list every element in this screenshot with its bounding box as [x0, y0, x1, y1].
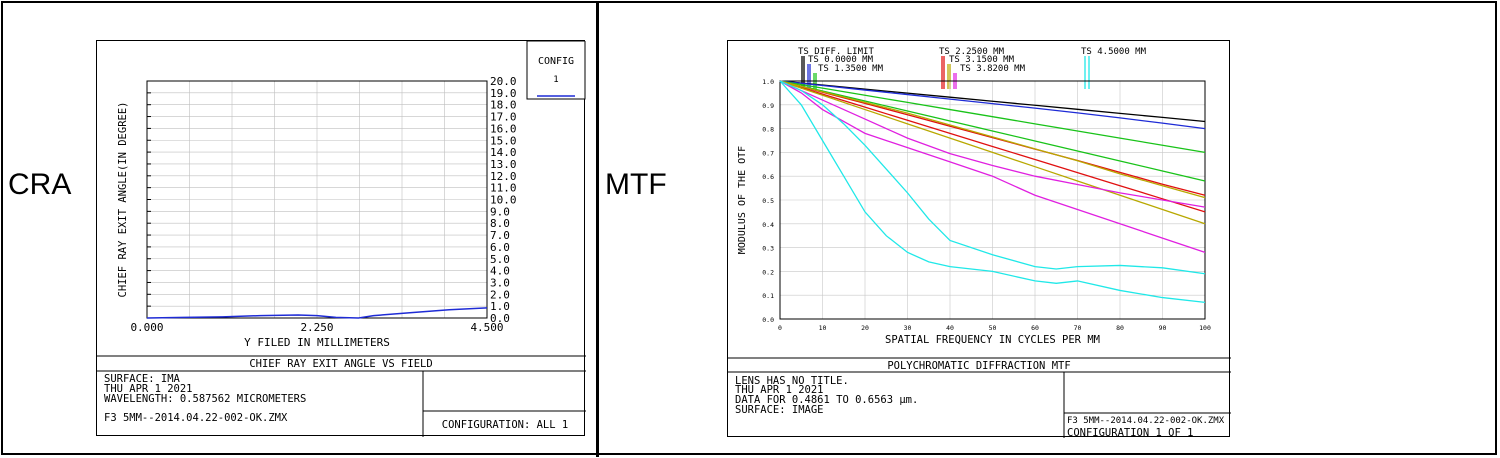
mtf-footer-file: F3 5MM--2014.04.22-002-OK.ZMX — [1067, 416, 1225, 426]
cra-footer-configuration: CONFIGURATION: ALL 1 — [442, 419, 568, 431]
cra-x-tick-label: 0.000 — [130, 321, 163, 334]
cra-y-tick-label: 16.0 — [490, 122, 517, 135]
cra-y-tick-label: 12.0 — [490, 170, 517, 183]
mtf-plot-frame — [779, 80, 1206, 320]
mtf-footer-line-1: LENS HAS NO TITLE. — [735, 375, 849, 387]
mtf-x-tick-label: 100 — [1199, 324, 1211, 332]
cra-chart: CONFIG 1 0.01.02.03.04.05.06.07.08.09.01… — [97, 40, 586, 437]
mtf-x-tick-label: 10 — [819, 324, 827, 332]
mtf-heading: MTF — [605, 168, 667, 201]
cra-footer-title: CHIEF RAY EXIT ANGLE VS FIELD — [249, 358, 432, 370]
mtf-x-axis-title: SPATIAL FREQUENCY IN CYCLES PER MM — [885, 334, 1100, 346]
mtf-series-line — [779, 80, 1206, 213]
cra-series-line — [146, 307, 488, 319]
mtf-y-tick-label: 1.0 — [762, 78, 774, 86]
mtf-footer-line-4: SURFACE: IMAGE — [735, 404, 824, 416]
mtf-footer-line-3: DATA FOR 0.4861 TO 0.6563 µm. — [735, 394, 918, 406]
config-number: 1 — [553, 75, 558, 85]
mtf-y-tick-label: 0.0 — [762, 316, 774, 324]
cra-y-tick-label: 14.0 — [490, 146, 517, 159]
cra-y-tick-label: 11.0 — [490, 182, 517, 195]
mtf-x-tick-label: 70 — [1074, 324, 1082, 332]
mtf-legend-label: TS 3.1500 MM — [949, 55, 1015, 65]
mtf-y-tick-label: 0.3 — [762, 245, 774, 253]
cra-x-axis-title: Y FILED IN MILLIMETERS — [244, 336, 390, 349]
cra-y-tick-label: 10.0 — [490, 194, 517, 207]
cra-footer-surface: SURFACE: IMA — [104, 373, 181, 385]
mtf-series-line — [779, 80, 1206, 123]
cra-heading: CRA — [8, 168, 72, 201]
mtf-y-tick-label: 0.7 — [762, 149, 774, 157]
mtf-y-axis-title: MODULUS OF THE OTF — [737, 146, 748, 254]
mtf-series-line — [779, 80, 1206, 253]
mtf-series-line — [779, 80, 1206, 208]
mtf-x-tick-label: 30 — [904, 324, 912, 332]
mtf-footer-line-2: THU APR 1 2021 — [735, 384, 824, 396]
mtf-x-tick-label: 20 — [861, 324, 869, 332]
mtf-y-tick-label: 0.9 — [762, 102, 774, 110]
mtf-series-line — [779, 80, 1206, 196]
cra-y-tick-label: 17.0 — [490, 111, 517, 124]
mtf-y-tick-label: 0.6 — [762, 173, 774, 181]
mtf-y-tick-label: 0.8 — [762, 126, 774, 134]
cra-y-tick-label: 15.0 — [490, 134, 517, 147]
cra-y-tick-label: 20.0 — [490, 75, 517, 88]
mtf-x-tick-label: 80 — [1116, 324, 1124, 332]
mtf-x-tick-label: 40 — [946, 324, 954, 332]
mtf-y-tick-label: 0.4 — [762, 221, 774, 229]
mtf-chart-panel: TS DIFF. LIMIT TS 0.0000 MM TS 1.3500 MM TS… — [727, 40, 1231, 439]
mtf-y-tick-label: 0.1 — [762, 292, 774, 300]
mtf-x-tick-label: 90 — [1159, 324, 1167, 332]
cra-y-tick-label: 13.0 — [490, 158, 517, 171]
mtf-y-tick-label: 0.2 — [762, 268, 774, 276]
mtf-legend-label: TS 2.2500 MM — [939, 47, 1005, 57]
config-box — [526, 40, 586, 100]
cra-y-tick-label: 3.0 — [490, 276, 510, 289]
cra-y-tick-label: 6.0 — [490, 241, 510, 254]
mtf-series-line — [779, 80, 1206, 275]
cra-y-tick-label: 5.0 — [490, 253, 510, 266]
mtf-legend-label: TS 0.0000 MM — [808, 55, 874, 65]
mtf-legend-label: TS 4.5000 MM — [1081, 47, 1147, 57]
mtf-footer-configuration: CONFIGURATION 1 OF 1 — [1067, 427, 1193, 438]
mtf-legend-label: TS 3.8200 MM — [960, 64, 1026, 74]
cra-y-tick-label: 0.0 — [490, 312, 510, 325]
mtf-x-tick-label: 60 — [1031, 324, 1039, 332]
cra-y-axis-title: CHIEF RAY EXIT ANGLE(IN DEGREE) — [117, 102, 129, 298]
mtf-footer-title: POLYCHROMATIC DIFFRACTION MTF — [887, 360, 1070, 372]
cra-footer-file: F3 5MM--2014.04.22-002-OK.ZMX — [104, 412, 288, 424]
mtf-series-line — [779, 80, 1206, 154]
cra-y-tick-label: 1.0 — [490, 300, 510, 313]
cra-y-tick-label: 2.0 — [490, 288, 510, 301]
cra-y-tick-label: 9.0 — [490, 205, 510, 218]
cra-footer-wavelength: WAVELENGTH: 0.587562 MICROMETERS — [104, 393, 306, 405]
config-title: CONFIG — [538, 56, 574, 67]
cra-y-tick-label: 7.0 — [490, 229, 510, 242]
mtf-series-line — [779, 80, 1206, 182]
cra-chart-panel: CONFIG 1 0.0 1.0 2.0 3.0 4.0 5.0 6.0 7.0 8.0 9.0 1… — [96, 40, 586, 437]
mtf-series-line — [779, 80, 1206, 130]
mtf-y-tick-label: 0.5 — [762, 197, 774, 205]
cra-x-tick-label: 2.250 — [300, 321, 333, 334]
cra-x-tick-label: 4.500 — [470, 321, 503, 334]
mtf-x-tick-label: 50 — [989, 324, 997, 332]
cra-y-tick-label: 8.0 — [490, 217, 510, 230]
mtf-series-line — [779, 80, 1206, 303]
mtf-legend-label: TS DIFF. LIMIT — [798, 47, 874, 57]
cra-plot-area: 0.01.02.03.04.05.06.07.08.09.010.011.012… — [117, 75, 517, 349]
mtf-plot-area: 0.0 0.1 0.2 0.3 0.4 0.5 0.6 0.7 0.8 0.9 1.0 0 10 20 30… — [737, 78, 1211, 346]
mtf-legend-label: TS 1.3500 MM — [818, 64, 884, 74]
cra-y-tick-label: 18.0 — [490, 99, 517, 112]
panel-divider — [596, 1, 599, 457]
cra-y-tick-label: 19.0 — [490, 87, 517, 100]
cra-footer-date: THU APR 1 2021 — [104, 383, 193, 395]
mtf-series-line — [779, 80, 1206, 225]
mtf-series-line — [779, 80, 1206, 199]
mtf-x-tick-label: 0 — [778, 324, 782, 332]
cra-y-tick-label: 4.0 — [490, 265, 510, 278]
